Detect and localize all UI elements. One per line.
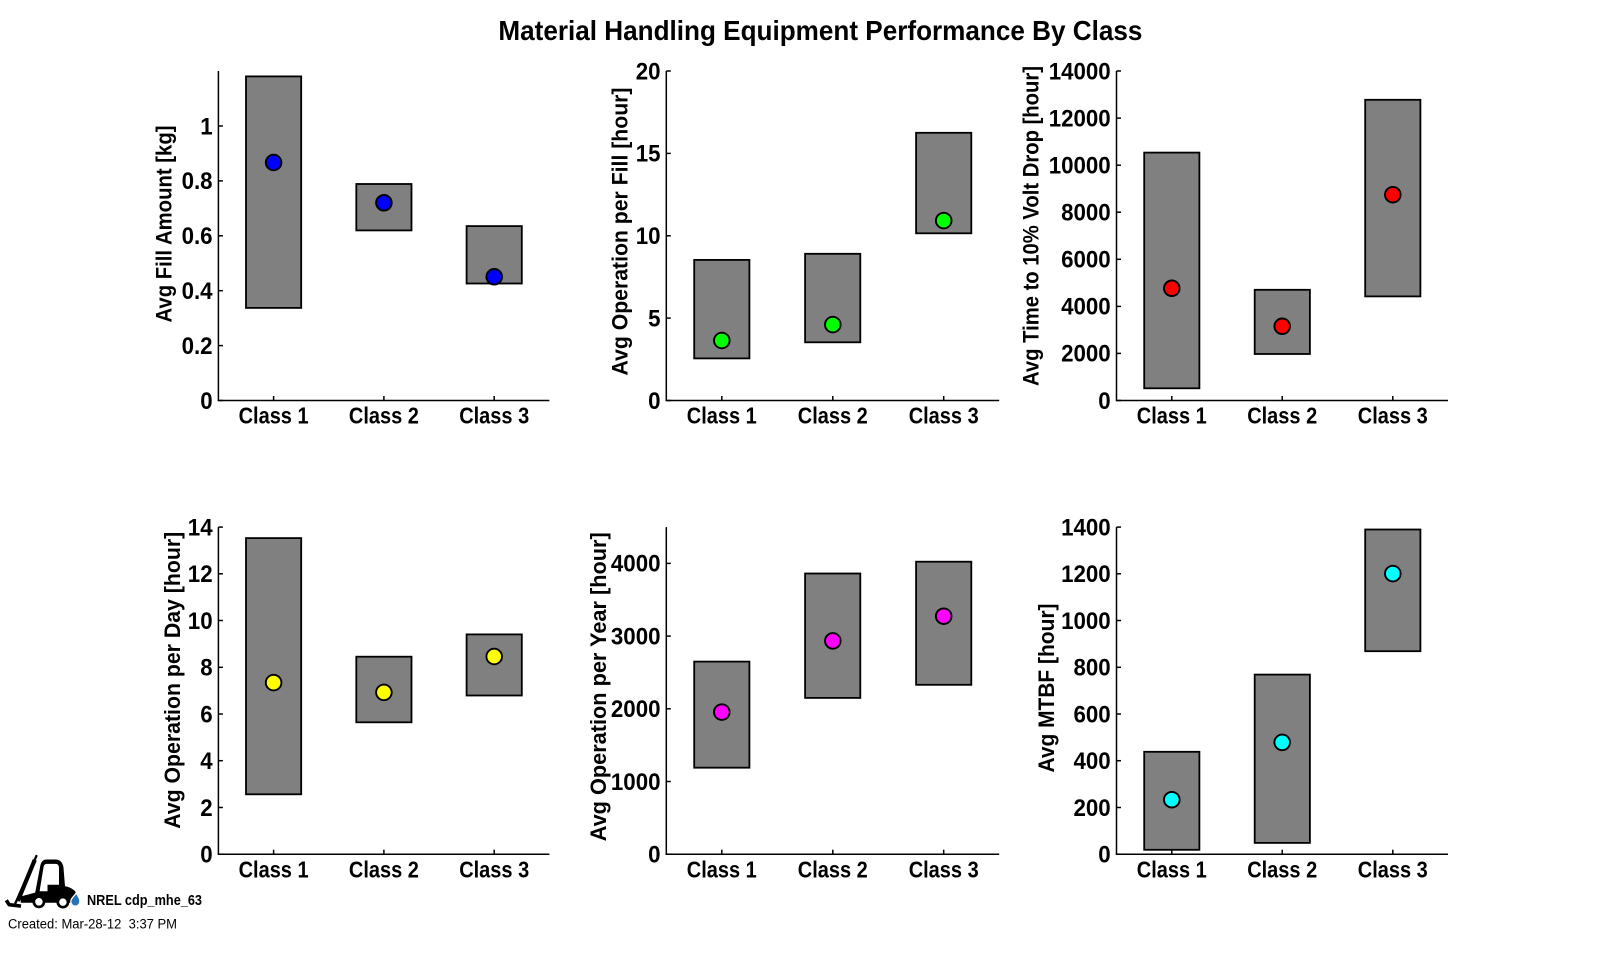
svg-text:Avg Operation per Fill [hour]: Avg Operation per Fill [hour]	[608, 88, 633, 376]
svg-text:Class 3: Class 3	[459, 856, 529, 882]
svg-text:1400: 1400	[1061, 514, 1111, 541]
svg-text:0: 0	[200, 842, 212, 869]
svg-text:0: 0	[1098, 842, 1110, 869]
svg-text:Class 3: Class 3	[1358, 856, 1428, 882]
svg-text:Class 1: Class 1	[1137, 856, 1207, 882]
svg-text:0: 0	[648, 842, 660, 869]
svg-text:Class 2: Class 2	[798, 403, 868, 429]
svg-text:Class 3: Class 3	[909, 856, 979, 882]
svg-text:12000: 12000	[1049, 105, 1111, 132]
svg-text:Created: Mar-28-12 3:37 PM: Created: Mar-28-12 3:37 PM	[8, 917, 177, 933]
svg-text:Avg Operation per Day [hour]: Avg Operation per Day [hour]	[160, 532, 185, 829]
svg-text:10000: 10000	[1049, 153, 1111, 180]
svg-text:600: 600	[1074, 701, 1111, 728]
svg-text:2000: 2000	[611, 696, 661, 723]
svg-text:0: 0	[1098, 388, 1110, 415]
svg-text:0: 0	[648, 388, 660, 415]
svg-text:Material Handling Equipment Pe: Material Handling Equipment Performance …	[498, 15, 1142, 46]
svg-text:3000: 3000	[611, 623, 661, 650]
svg-text:Class 2: Class 2	[349, 403, 419, 429]
svg-text:200: 200	[1074, 795, 1111, 822]
svg-text:0.4: 0.4	[182, 278, 214, 305]
svg-text:Class 2: Class 2	[1247, 403, 1317, 429]
svg-text:Avg Fill Amount [kg]: Avg Fill Amount [kg]	[152, 126, 177, 323]
svg-text:Class 1: Class 1	[1137, 403, 1207, 429]
svg-text:5: 5	[648, 305, 660, 332]
svg-text:1000: 1000	[611, 769, 661, 796]
svg-text:8: 8	[200, 655, 212, 682]
svg-text:Class 1: Class 1	[239, 856, 309, 882]
svg-text:2000: 2000	[1061, 341, 1111, 368]
svg-text:6: 6	[200, 701, 212, 728]
svg-text:1: 1	[200, 113, 212, 140]
svg-text:400: 400	[1074, 748, 1111, 775]
svg-text:15: 15	[636, 141, 661, 168]
svg-text:1000: 1000	[1061, 608, 1111, 635]
svg-text:Class 2: Class 2	[349, 856, 419, 882]
svg-text:10: 10	[636, 223, 661, 250]
svg-text:6000: 6000	[1061, 247, 1111, 274]
svg-text:800: 800	[1074, 655, 1111, 682]
svg-text:4000: 4000	[611, 551, 661, 578]
svg-text:NREL cdp_mhe_63: NREL cdp_mhe_63	[87, 893, 202, 909]
svg-text:Class 1: Class 1	[687, 403, 757, 429]
svg-text:Class 2: Class 2	[1247, 856, 1317, 882]
svg-text:2: 2	[200, 795, 212, 822]
svg-text:Avg Time to 10% Volt Drop [hou: Avg Time to 10% Volt Drop [hour]	[1019, 66, 1044, 386]
svg-text:12: 12	[188, 561, 213, 588]
svg-text:10: 10	[188, 608, 213, 635]
svg-text:20: 20	[636, 58, 661, 85]
svg-text:Class 3: Class 3	[1358, 403, 1428, 429]
svg-text:8000: 8000	[1061, 200, 1111, 227]
svg-text:4: 4	[200, 748, 213, 775]
svg-text:14000: 14000	[1049, 58, 1111, 85]
svg-text:14: 14	[188, 514, 213, 541]
svg-text:0.6: 0.6	[182, 223, 213, 250]
svg-text:Class 1: Class 1	[239, 403, 309, 429]
svg-text:1200: 1200	[1061, 561, 1111, 588]
svg-text:Class 3: Class 3	[909, 403, 979, 429]
svg-text:0: 0	[200, 388, 212, 415]
svg-text:0.2: 0.2	[182, 333, 213, 360]
svg-text:Class 1: Class 1	[687, 856, 757, 882]
svg-text:Class 2: Class 2	[798, 856, 868, 882]
svg-text:Avg MTBF [hour]: Avg MTBF [hour]	[1034, 604, 1059, 773]
svg-text:4000: 4000	[1061, 294, 1111, 321]
svg-text:0.8: 0.8	[182, 168, 213, 195]
svg-text:Class 3: Class 3	[459, 403, 529, 429]
svg-text:Avg Operation per Year [hour]: Avg Operation per Year [hour]	[586, 532, 611, 841]
